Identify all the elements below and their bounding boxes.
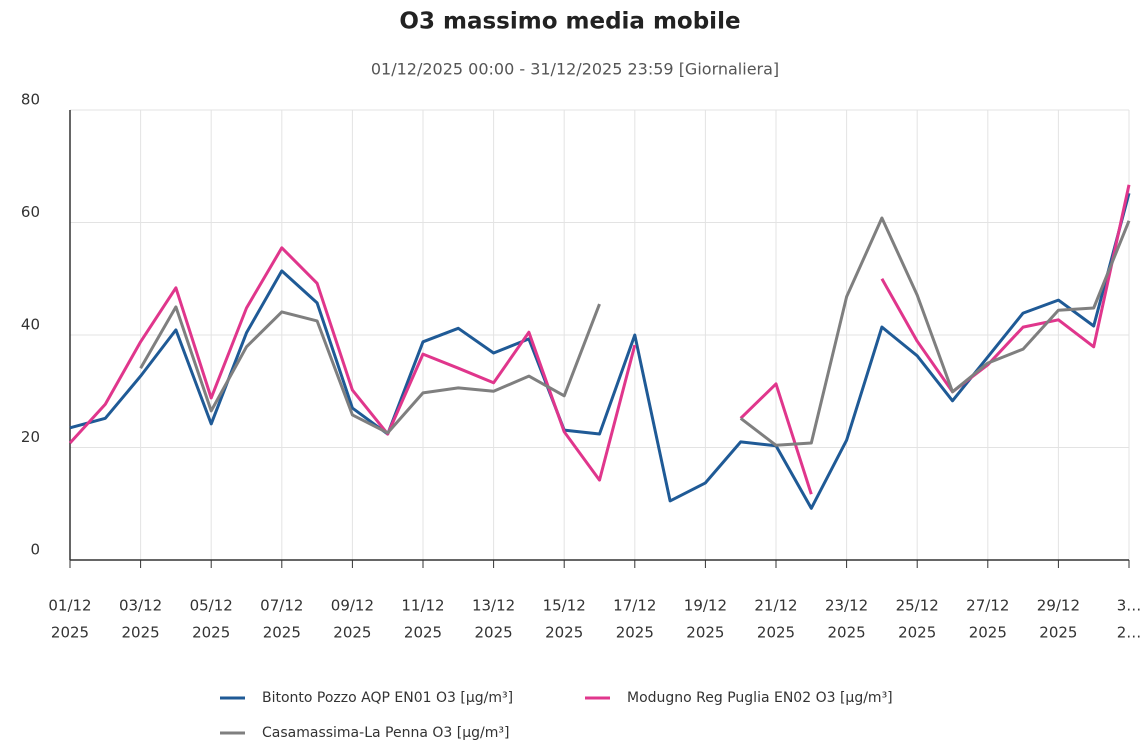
legend-label: Casamassima-La Penna O3 [µg/m³] bbox=[262, 725, 509, 741]
x-tick-label: 2025 bbox=[333, 624, 371, 642]
y-tick-label: 80 bbox=[21, 91, 40, 109]
x-tick-label: 2025 bbox=[616, 624, 654, 642]
y-tick-label: 20 bbox=[21, 428, 40, 446]
x-tick-label: 29/12 bbox=[1037, 597, 1080, 615]
x-tick-label: 09/12 bbox=[331, 597, 374, 615]
x-tick-label: 27/12 bbox=[966, 597, 1009, 615]
x-tick-label: 25/12 bbox=[896, 597, 939, 615]
series-line bbox=[139, 216, 1131, 447]
y-tick-label: 40 bbox=[21, 316, 40, 334]
x-tick-label: 2025 bbox=[757, 624, 795, 642]
x-tick-label: 2025 bbox=[475, 624, 513, 642]
x-tick-label: 23/12 bbox=[825, 597, 868, 615]
x-tick-label: 2025 bbox=[404, 624, 442, 642]
chart-title: O3 massimo media mobile bbox=[399, 9, 740, 35]
x-tick-label: 2025 bbox=[192, 624, 230, 642]
x-tick-label: 19/12 bbox=[684, 597, 727, 615]
x-tick-label: 13/12 bbox=[472, 597, 515, 615]
x-tick-label: 05/12 bbox=[190, 597, 233, 615]
legend-label: Modugno Reg Puglia EN02 O3 [µg/m³] bbox=[627, 690, 893, 706]
x-tick-label: 2025 bbox=[686, 624, 724, 642]
series-line bbox=[68, 184, 1131, 495]
series-line bbox=[69, 192, 1131, 510]
x-tick-label: 07/12 bbox=[260, 597, 303, 615]
chart-subtitle: 01/12/2025 00:00 - 31/12/2025 23:59 [Gio… bbox=[371, 60, 779, 79]
x-tick-label: 21/12 bbox=[754, 597, 797, 615]
x-tick-label: 01/12 bbox=[48, 597, 91, 615]
x-tick-label: 03/12 bbox=[119, 597, 162, 615]
legend-label: Bitonto Pozzo AQP EN01 O3 [µg/m³] bbox=[262, 690, 513, 706]
x-tick-label: 2… bbox=[1117, 624, 1140, 642]
x-tick-label: 2025 bbox=[1039, 624, 1077, 642]
y-tick-label: 60 bbox=[21, 203, 40, 221]
x-tick-label: 2025 bbox=[122, 624, 160, 642]
x-tick-label: 2025 bbox=[969, 624, 1007, 642]
x-tick-label: 17/12 bbox=[613, 597, 656, 615]
x-tick-label: 3… bbox=[1117, 597, 1140, 615]
x-tick-label: 15/12 bbox=[543, 597, 586, 615]
x-tick-label: 2025 bbox=[51, 624, 89, 642]
x-tick-label: 2025 bbox=[545, 624, 583, 642]
x-tick-label: 2025 bbox=[828, 624, 866, 642]
x-tick-label: 2025 bbox=[898, 624, 936, 642]
x-tick-label: 11/12 bbox=[401, 597, 444, 615]
y-tick-label: 0 bbox=[30, 541, 40, 559]
x-tick-label: 2025 bbox=[263, 624, 301, 642]
